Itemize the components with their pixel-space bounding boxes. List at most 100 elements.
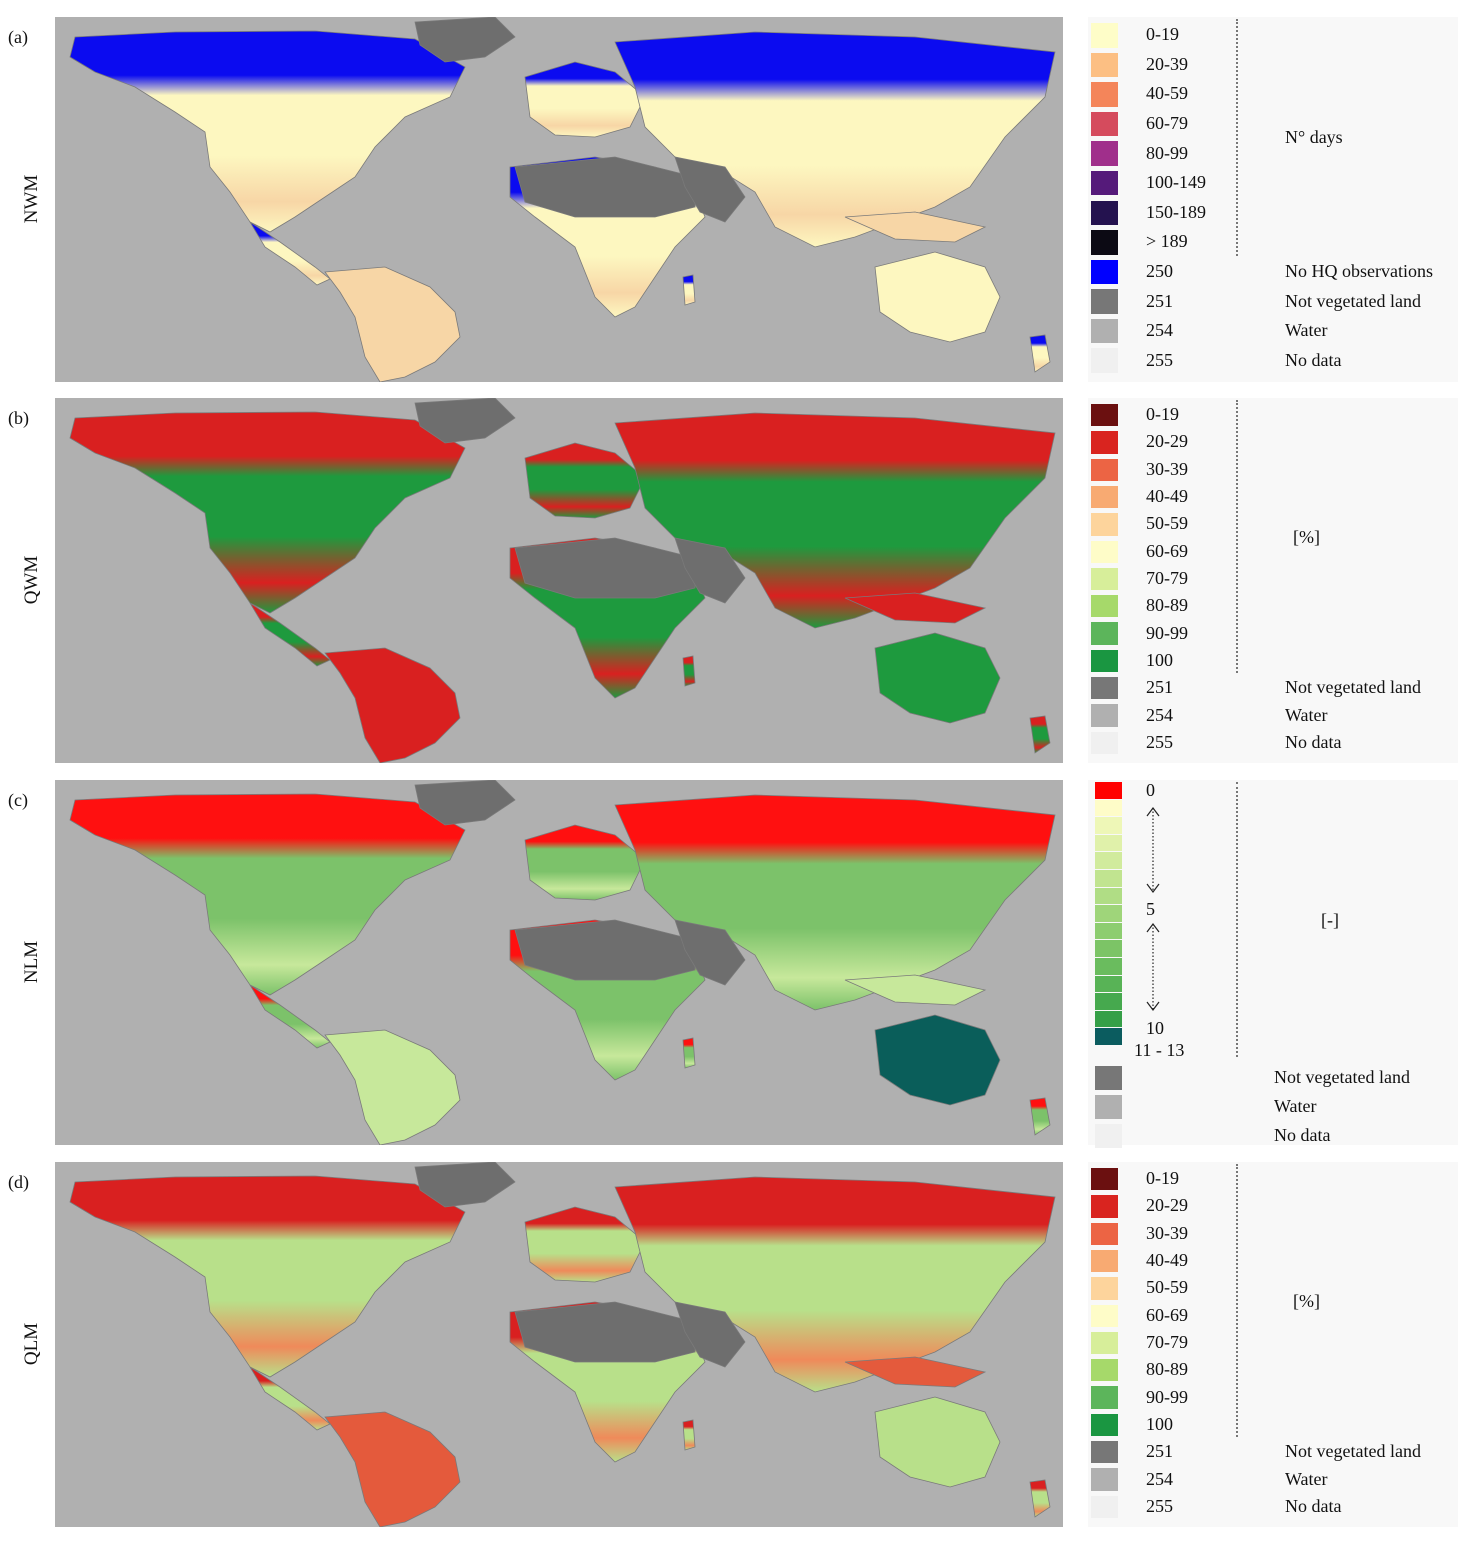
legend-code-label: 254 [1146,320,1173,341]
legend-swatch [1091,52,1118,78]
legend-bracket [1236,1164,1238,1438]
legend-code-description: No data [1274,1125,1331,1145]
legend-class-label: 40-49 [1146,486,1188,507]
legend-class-label: 100 [1146,1413,1173,1434]
legend-swatch [1091,1468,1118,1491]
legend-swatch [1091,704,1118,727]
legend-class-label: 40-49 [1146,1250,1188,1271]
landmass-australia [874,251,1001,343]
landmass-central-america [249,221,331,286]
legend-swatch [1091,82,1118,107]
legend-class-label: 80-89 [1146,595,1188,616]
landmass-europe [524,442,646,519]
landmass-sahara [514,919,696,981]
legend-ramp-swatch [1095,834,1122,852]
world-map [55,780,1063,1145]
legend-ramp-label: 11 - 13 [1134,1040,1185,1060]
landmass-central-america [249,1366,331,1431]
landmass-sahara [514,537,696,599]
legend-class-label: 60-69 [1146,1304,1188,1325]
landmass-central-america [249,984,331,1049]
landmass-central-america [249,602,331,667]
legend-swatch [1091,1331,1118,1355]
legend-ramp-swatch [1095,782,1122,799]
legend-ramp-swatch [1095,922,1122,940]
legend-ramp-swatch [1095,975,1122,993]
legend-code-description: Not vegetated land [1274,1067,1410,1087]
legend-class-label: 20-29 [1146,1195,1188,1216]
landmass-indonesia [844,592,987,624]
legend-swatch [1095,1066,1122,1090]
panel-letter: (b) [8,408,29,428]
landmass-new-zealand [1029,1479,1051,1518]
landmass-new-zealand [1029,1097,1051,1136]
legend-swatch [1091,567,1118,591]
world-map [55,17,1063,382]
landmass-greenland [414,1162,516,1208]
legend-code-description: No data [1285,731,1342,752]
legend-bracket [1236,400,1238,674]
legend-ramp-swatch [1095,993,1122,1010]
world-map [55,1162,1063,1527]
legend-class-label: 20-29 [1146,431,1188,452]
legend-swatch [1091,1277,1118,1300]
panel-letter: (d) [8,1172,29,1192]
legend-class-label: 90-99 [1146,1386,1188,1407]
legend-swatch [1091,458,1118,481]
legend-ramp-swatch [1095,799,1122,817]
landmass-australia [874,1014,1001,1106]
legend-class-label: 150-189 [1146,201,1206,222]
legend-code-description: Not vegetated land [1285,290,1421,311]
landmass-south-america [324,1029,461,1145]
legend-swatch [1091,111,1118,137]
legend-code-label: 250 [1146,260,1173,281]
legend: 0-19 20-39 40-59 60-79 80-99 100-149 150-189 > … [1088,17,1458,382]
landmass-madagascar [682,655,696,687]
legend-swatch [1091,200,1118,226]
legend-swatch [1091,404,1118,427]
landmass-sahara [514,1301,696,1363]
legend-swatch [1091,348,1118,373]
legend-swatch [1091,230,1118,255]
legend-swatch [1095,1095,1122,1119]
legend-swatch [1091,1195,1118,1218]
landmass-new-zealand [1029,334,1051,373]
legend-ramp-swatch [1095,905,1122,922]
landmass-arabia [674,537,746,604]
legend-swatch [1091,23,1118,48]
legend-code-label: 255 [1146,1495,1173,1516]
legend-code-description: No HQ observations [1285,260,1433,281]
world-map [55,398,1063,763]
legend-class-label: 50-59 [1146,513,1188,534]
landmass-madagascar [682,1037,696,1069]
landmass-arabia [674,919,746,986]
legend-class-label: 30-39 [1146,458,1188,479]
legend-ramp-swatch [1095,870,1122,887]
landmass-europe [524,824,646,901]
legend-swatch [1091,1441,1118,1464]
legend-swatch [1091,513,1118,536]
panel-nwm: (a) NWM 0-19 20-39 40-59 60-79 80-99 100-149 150… [0,17,1471,382]
legend-class-label: 30-39 [1146,1222,1188,1243]
panel-variable-name: QWM [21,555,42,604]
legend-ramp-swatch [1095,817,1122,834]
landmass-arabia [674,156,746,223]
legend-swatch [1091,677,1118,700]
landmass-indonesia [844,1356,987,1388]
legend-class-label: 40-59 [1146,83,1188,104]
legend-ramp-swatch [1095,887,1122,905]
legend-unit: [%] [1293,1290,1320,1311]
legend-swatch [1091,318,1118,344]
legend-swatch [1091,622,1118,645]
legend-swatch [1091,289,1118,314]
legend-swatch [1091,259,1118,285]
legend-swatch [1091,1495,1118,1518]
legend-swatch [1091,485,1118,509]
legend-ramp-swatch [1095,1028,1122,1045]
panel-qlm: (d) QLM 0-19 20-29 30-39 40-49 50-59 60-69 70-79… [0,1162,1471,1527]
legend-swatch [1091,540,1118,563]
legend-swatch [1091,141,1118,166]
legend-class-label: > 189 [1146,231,1188,252]
landmass-south-america [324,266,461,382]
legend-class-label: 0-19 [1146,24,1179,45]
